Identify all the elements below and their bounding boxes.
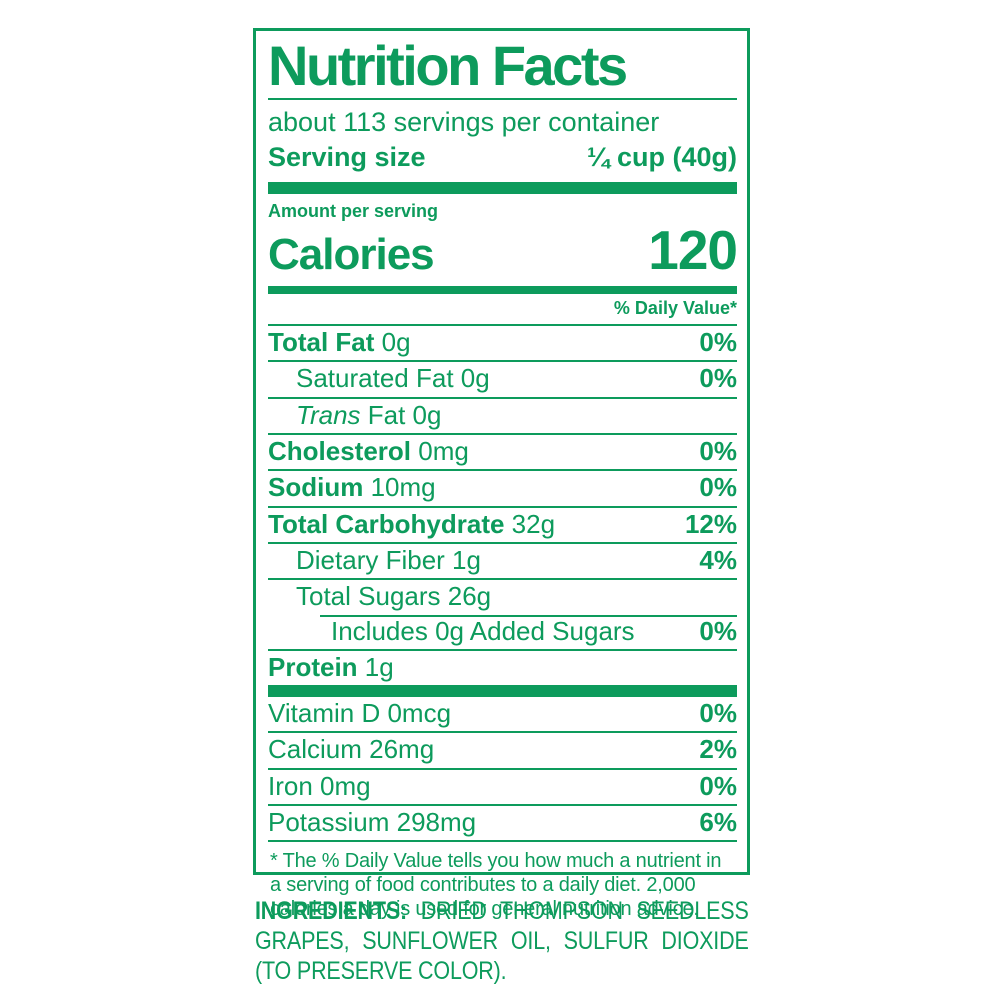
nutrient-daily-value: 0%: [699, 327, 737, 358]
nutrient-name: Iron 0mg: [268, 770, 371, 801]
nutrient-row: Sodium 10mg 0%: [268, 469, 737, 505]
nutrient-name: Cholesterol 0mg: [268, 436, 469, 467]
nutrient-name: Vitamin D 0mcg: [268, 698, 452, 729]
nutrient-daily-value: 12%: [684, 508, 737, 539]
nutrient-name: Potassium 298mg: [268, 807, 477, 838]
daily-value-footnote: * The % Daily Value tells you how much a…: [268, 840, 737, 921]
nutrient-row: Trans Fat 0g: [268, 396, 737, 433]
nutrient-row: Vitamin D 0mcg 0%: [268, 697, 737, 731]
nutrient-row: Potassium 298mg 6%: [268, 804, 737, 840]
nutrient-daily-value: 0%: [699, 615, 737, 646]
calories-label: Calories: [268, 230, 435, 280]
amount-per-serving-label: Amount per serving: [268, 201, 439, 222]
nutrient-row: Includes 0g Added Sugars 0%: [268, 614, 737, 649]
nutrient-daily-value: 0%: [699, 472, 737, 503]
nutrient-daily-value: 0%: [699, 363, 737, 394]
nutrient-name: Includes 0g Added Sugars: [331, 615, 635, 646]
nutrient-name: Saturated Fat 0g: [296, 363, 490, 394]
nutrient-name: Trans Fat 0g: [296, 399, 442, 430]
nutrient-row: Protein 1g: [268, 648, 737, 685]
nutrient-daily-value: 0%: [699, 770, 737, 801]
nutrient-daily-value: 6%: [699, 807, 737, 838]
nutrient-row: Total Fat 0g 0%: [268, 324, 737, 360]
nutrient-row: Saturated Fat 0g 0%: [268, 360, 737, 396]
ingredients-label: INGREDIENTS:: [255, 897, 408, 925]
nutrient-name: Total Sugars 26g: [296, 581, 492, 612]
ingredients-section: INGREDIENTS: DRIED THOMPSON SEEDLESS GRA…: [255, 896, 749, 986]
medium-divider: [268, 286, 737, 295]
ingredients-text: INGREDIENTS: DRIED THOMPSON SEEDLESS GRA…: [255, 896, 749, 986]
nutrient-name: Total Fat 0g: [268, 327, 411, 358]
thick-divider: [268, 685, 737, 698]
nutrient-name: Calcium 26mg: [268, 734, 435, 765]
nutrient-row: Calcium 26mg 2%: [268, 731, 737, 767]
servings-per-container: about 113 servings per container: [268, 107, 660, 138]
nutrient-name: Protein 1g: [268, 651, 394, 682]
nutrient-name: Sodium 10mg: [268, 472, 436, 503]
serving-size-row: Serving size ¼ cup (40g): [268, 139, 737, 182]
nutrient-row: Cholesterol 0mg 0%: [268, 433, 737, 469]
nutrient-row: Dietary Fiber 1g 4%: [268, 541, 737, 578]
daily-value-header: % Daily Value*: [613, 298, 737, 319]
nutrient-daily-value: 0%: [699, 436, 737, 467]
nutrition-facts-title: Nutrition Facts: [268, 35, 737, 101]
nutrient-row: Total Carbohydrate 32g 12%: [268, 505, 737, 542]
nutrient-name: Total Carbohydrate 32g: [268, 508, 556, 539]
serving-size-value: ¼ cup (40g): [586, 142, 737, 173]
nutrient-daily-value: 4%: [699, 544, 737, 575]
serving-size-label: Serving size: [268, 142, 426, 173]
ingredients-list: DRIED THOMPSON SEEDLESS GRAPES, SUNFLOWE…: [255, 897, 749, 985]
calories-row: Calories 120: [268, 218, 738, 286]
nutrient-row: Total Sugars 26g: [268, 578, 737, 614]
thick-divider: [268, 182, 737, 195]
nutrient-row: Iron 0mg 0%: [268, 767, 737, 804]
nutrition-facts-panel: Nutrition Facts about 113 servings per c…: [253, 28, 750, 920]
nutrient-rows-section: Total Fat 0g 0% Saturated Fat 0g 0% Tran…: [268, 324, 737, 685]
vitamin-rows-section: Vitamin D 0mcg 0% Calcium 26mg 2% Iron 0…: [268, 697, 737, 840]
nutrient-daily-value: 2%: [699, 734, 737, 765]
nutrient-name: Dietary Fiber 1g: [296, 544, 481, 575]
nutrient-daily-value: 0%: [699, 698, 737, 729]
calories-value: 120: [648, 219, 738, 282]
